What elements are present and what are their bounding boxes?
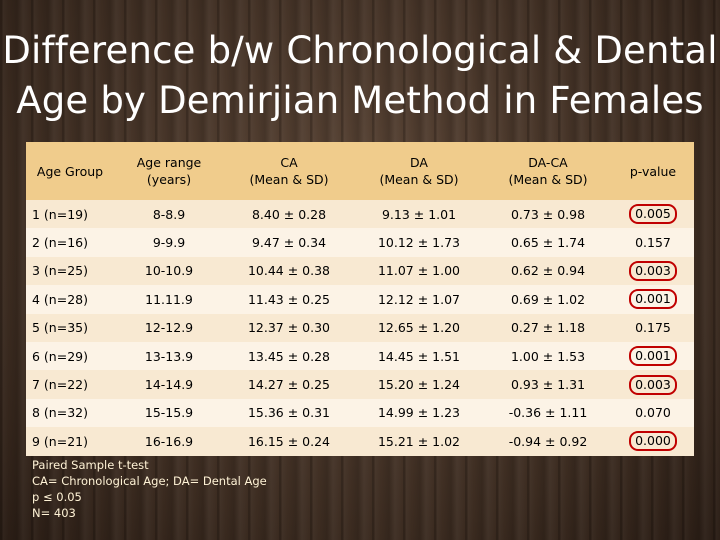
cell-ca: 15.36 ± 0.31 xyxy=(224,398,354,428)
cell-age-range: 13-13.9 xyxy=(114,341,224,371)
cell-da-ca: 0.62 ± 0.94 xyxy=(484,256,612,286)
cell-age-range: 14-14.9 xyxy=(114,370,224,399)
significant-p-value-circled: 0.000 xyxy=(629,431,677,452)
cell-age-range: 9-9.9 xyxy=(114,228,224,257)
cell-p-value: 0.001 xyxy=(612,341,694,371)
cell-da: 12.12 ± 1.07 xyxy=(354,285,484,314)
cell-ca: 8.40 ± 0.28 xyxy=(224,200,354,229)
cell-da: 14.45 ± 1.51 xyxy=(354,341,484,371)
significant-p-value-circled: 0.005 xyxy=(629,204,677,225)
p-value-text: 0.070 xyxy=(635,405,671,421)
cell-age-group: 1 (n=19) xyxy=(26,200,114,229)
cell-age-group: 9 (n=21) xyxy=(26,427,114,456)
cell-ca: 9.47 ± 0.34 xyxy=(224,228,354,257)
cell-da: 10.12 ± 1.73 xyxy=(354,228,484,257)
cell-p-value: 0.000 xyxy=(612,427,694,456)
cell-p-value: 0.003 xyxy=(612,256,694,286)
footnotes: Paired Sample t-test CA= Chronological A… xyxy=(32,457,267,521)
cell-da-ca: 0.27 ± 1.18 xyxy=(484,313,612,342)
cell-age-group: 8 (n=32) xyxy=(26,398,114,428)
cell-age-group: 4 (n=28) xyxy=(26,285,114,314)
cell-ca: 11.43 ± 0.25 xyxy=(224,285,354,314)
header-text-line: Age Group xyxy=(36,163,104,179)
header-da: DA (Mean & SD) xyxy=(354,142,484,200)
footnote-sample-size: N= 403 xyxy=(32,506,76,520)
cell-ca: 10.44 ± 0.38 xyxy=(224,256,354,286)
cell-da-ca: -0.94 ± 0.92 xyxy=(484,427,612,456)
cell-p-value: 0.070 xyxy=(612,398,694,428)
cell-da-ca: 1.00 ± 1.53 xyxy=(484,341,612,371)
header-p-value: p-value xyxy=(612,142,694,200)
header-text-line: DA xyxy=(410,155,428,170)
header-text-line: DA-CA xyxy=(528,155,568,170)
header-age-group: Age Group xyxy=(26,142,114,200)
cell-age-range: 8-8.9 xyxy=(114,200,224,229)
cell-age-range: 12-12.9 xyxy=(114,313,224,342)
cell-age-range: 16-16.9 xyxy=(114,427,224,456)
cell-p-value: 0.003 xyxy=(612,370,694,399)
title-line-2: Age by Demirjian Method in Females xyxy=(16,79,704,122)
cell-da: 11.07 ± 1.00 xyxy=(354,256,484,286)
header-da-ca: DA-CA (Mean & SD) xyxy=(484,142,612,200)
footnote-abbreviations: CA= Chronological Age; DA= Dental Age xyxy=(32,474,267,488)
cell-ca: 16.15 ± 0.24 xyxy=(224,427,354,456)
table-row: 5 (n=35) 12-12.9 12.37 ± 0.30 12.65 ± 1.20 0… xyxy=(26,313,694,342)
header-text-line: (Mean & SD) xyxy=(249,172,329,187)
significant-p-value-circled: 0.001 xyxy=(629,289,677,310)
significant-p-value-circled: 0.003 xyxy=(629,374,677,395)
cell-da-ca: 0.93 ± 1.31 xyxy=(484,370,612,399)
cell-ca: 12.37 ± 0.30 xyxy=(224,313,354,342)
footnote-significance: p ≤ 0.05 xyxy=(32,490,82,504)
cell-age-group: 3 (n=25) xyxy=(26,256,114,286)
cell-age-range: 15-15.9 xyxy=(114,398,224,428)
table-row: 9 (n=21) 16-16.9 16.15 ± 0.24 15.21 ± 1.02-… xyxy=(26,427,694,456)
header-text-line: (years) xyxy=(146,172,192,187)
title-line-1: Difference b/w Chronological & Dental xyxy=(2,29,718,72)
footnote-test: Paired Sample t-test xyxy=(32,458,149,472)
header-age-range: Age range (years) xyxy=(114,142,224,200)
cell-age-range: 10-10.9 xyxy=(114,256,224,286)
results-table: Age Group Age range (years) CA (Mean & SD) DA… xyxy=(26,142,694,456)
cell-da: 15.21 ± 1.02 xyxy=(354,427,484,456)
cell-age-group: 5 (n=35) xyxy=(26,313,114,342)
table-row: 8 (n=32) 15-15.9 15.36 ± 0.31 14.99 ± 1.23-… xyxy=(26,398,694,428)
table-header-row: Age Group Age range (years) CA (Mean & SD) DA… xyxy=(26,142,694,200)
cell-p-value: 0.005 xyxy=(612,200,694,229)
cell-da: 9.13 ± 1.01 xyxy=(354,200,484,229)
table-row: 1 (n=19) 8-8.9 8.40 ± 0.28 9.13 ± 1.01 0.73 … xyxy=(26,200,694,229)
cell-da: 14.99 ± 1.23 xyxy=(354,398,484,428)
cell-p-value: 0.001 xyxy=(612,285,694,314)
cell-p-value: 0.157 xyxy=(612,228,694,257)
cell-ca: 13.45 ± 0.28 xyxy=(224,341,354,371)
slide-title: Difference b/w Chronological & Dental Ag… xyxy=(0,26,720,126)
header-text-line: CA xyxy=(280,155,298,170)
header-text-line: Age range xyxy=(136,155,202,170)
table-body: 1 (n=19) 8-8.9 8.40 ± 0.28 9.13 ± 1.01 0.73 … xyxy=(26,200,694,456)
header-ca: CA (Mean & SD) xyxy=(224,142,354,200)
table-row: 2 (n=16) 9-9.9 9.47 ± 0.34 10.12 ± 1.73 0.65… xyxy=(26,228,694,257)
cell-da-ca: 0.65 ± 1.74 xyxy=(484,228,612,257)
cell-da-ca: -0.36 ± 1.11 xyxy=(484,398,612,428)
header-text-line: (Mean & SD) xyxy=(379,172,459,187)
p-value-text: 0.157 xyxy=(635,235,671,251)
table-row: 7 (n=22) 14-14.9 14.27 ± 0.25 15.20 ± 1.24 0… xyxy=(26,370,694,399)
cell-age-group: 6 (n=29) xyxy=(26,341,114,371)
table-row: 3 (n=25) 10-10.9 10.44 ± 0.38 11.07 ± 1.00 0… xyxy=(26,256,694,286)
cell-age-group: 2 (n=16) xyxy=(26,228,114,257)
header-text-line: p-value xyxy=(629,163,677,179)
cell-da-ca: 0.69 ± 1.02 xyxy=(484,285,612,314)
header-text-line: (Mean & SD) xyxy=(508,172,588,187)
cell-da-ca: 0.73 ± 0.98 xyxy=(484,200,612,229)
table-row: 6 (n=29) 13-13.9 13.45 ± 0.28 14.45 ± 1.51 1… xyxy=(26,341,694,371)
p-value-text: 0.175 xyxy=(635,320,671,336)
cell-age-range: 11.11.9 xyxy=(114,285,224,314)
significant-p-value-circled: 0.003 xyxy=(629,260,677,281)
cell-p-value: 0.175 xyxy=(612,313,694,342)
table-row: 4 (n=28) 11.11.9 11.43 ± 0.25 12.12 ± 1.07 0… xyxy=(26,285,694,314)
cell-ca: 14.27 ± 0.25 xyxy=(224,370,354,399)
cell-da: 15.20 ± 1.24 xyxy=(354,370,484,399)
significant-p-value-circled: 0.001 xyxy=(629,346,677,367)
cell-age-group: 7 (n=22) xyxy=(26,370,114,399)
cell-da: 12.65 ± 1.20 xyxy=(354,313,484,342)
